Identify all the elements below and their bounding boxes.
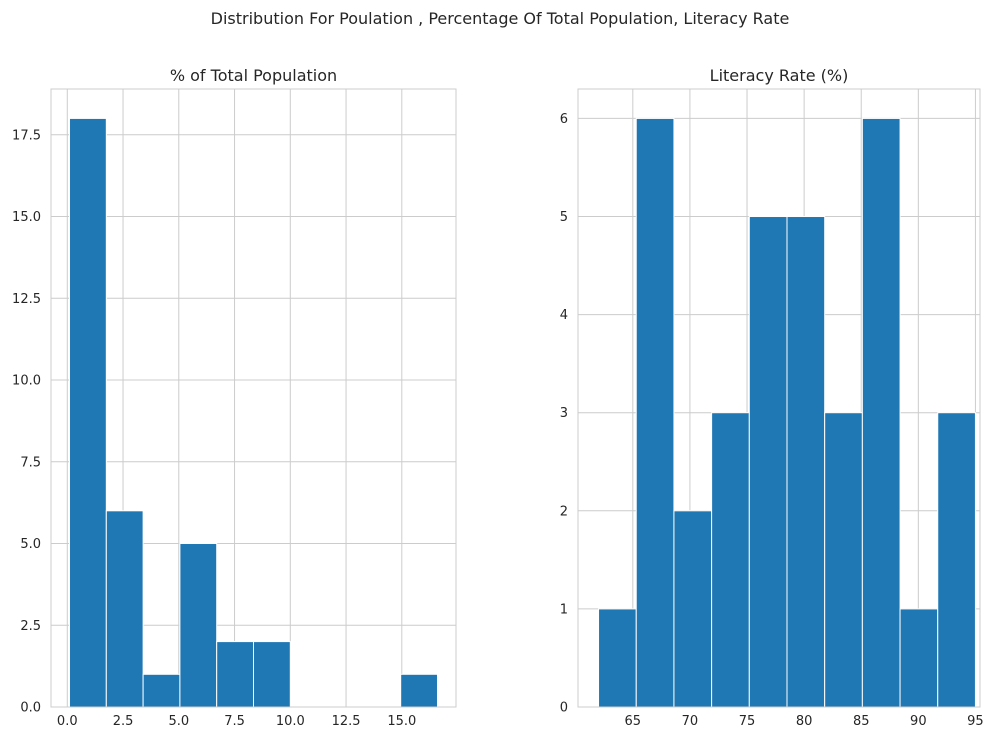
histogram-bar — [400, 673, 438, 708]
histogram-bar — [824, 412, 863, 708]
histogram-percent-total-population: 0.0 2.5 5.0 7.5 10.0 12.5 15.0 0.0 2.5 5.0 7.5 10.0… — [12, 66, 457, 729]
histogram-bar — [937, 412, 976, 708]
x-tick-label: 85 — [853, 714, 870, 729]
y-tick-label: 2.5 — [20, 619, 41, 634]
x-tick-label: 15.0 — [387, 714, 416, 729]
x-tick-label: 80 — [796, 714, 813, 729]
y-tick-label: 5 — [560, 210, 568, 225]
x-tick-label: 12.5 — [332, 714, 361, 729]
histogram-bar — [748, 216, 788, 708]
x-tick-label: 90 — [910, 714, 927, 729]
histogram-bar — [899, 608, 939, 708]
histogram-bar — [105, 510, 144, 708]
y-tick-label: 3 — [560, 406, 568, 421]
y-tick-label: 6 — [560, 112, 568, 127]
figure-suptitle: Distribution For Poulation , Percentage … — [211, 9, 790, 28]
y-tick-label: 4 — [560, 308, 568, 323]
histogram-bar — [69, 117, 107, 708]
histogram-bar — [142, 673, 181, 708]
x-tick-label: 65 — [625, 714, 642, 729]
x-tick-label: 75 — [739, 714, 756, 729]
histogram-bar — [711, 412, 750, 708]
x-tick-label: 2.5 — [113, 714, 134, 729]
histogram-bar — [673, 510, 713, 708]
y-tick-label: 17.5 — [12, 128, 41, 143]
histogram-bar — [216, 641, 254, 708]
axes-frame — [50, 88, 457, 708]
y-tick-label: 2 — [560, 504, 568, 519]
histogram-bar — [786, 216, 826, 708]
histogram-bar — [861, 117, 901, 708]
axes-title: % of Total Population — [170, 66, 337, 85]
x-tick-label: 5.0 — [168, 714, 189, 729]
histogram-bar — [635, 117, 675, 708]
y-tick-label: 0.0 — [20, 701, 41, 716]
x-tick-label: 70 — [682, 714, 699, 729]
y-tick-label: 1 — [560, 602, 568, 617]
x-tick-label: 95 — [967, 714, 984, 729]
axes-frame — [577, 88, 981, 708]
histogram-bar — [179, 543, 218, 708]
histogram-bar — [253, 641, 291, 708]
x-tick-label: 0.0 — [57, 714, 78, 729]
y-tick-label: 12.5 — [12, 292, 41, 307]
y-tick-label: 0 — [560, 701, 568, 716]
histogram-bar — [598, 608, 637, 708]
histogram-literacy-rate: 65 70 75 80 85 90 95 0 1 2 3 4 5 6 Literacy Rate (%) — [560, 66, 984, 729]
y-tick-label: 15.0 — [12, 210, 41, 225]
y-tick-label: 5.0 — [20, 537, 41, 552]
x-tick-label: 7.5 — [224, 714, 245, 729]
axes-title: Literacy Rate (%) — [710, 66, 849, 85]
x-tick-label: 10.0 — [276, 714, 305, 729]
y-tick-label: 7.5 — [20, 455, 41, 470]
y-tick-label: 10.0 — [12, 374, 41, 389]
